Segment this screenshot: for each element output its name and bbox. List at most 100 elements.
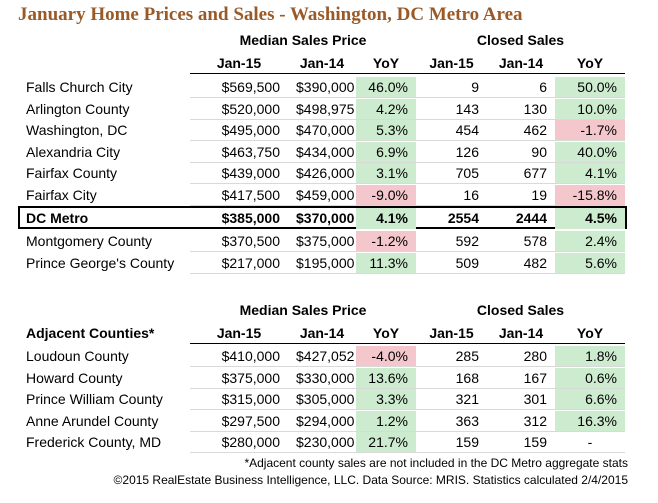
value-cell: 159 <box>487 432 555 454</box>
value-cell: 285 <box>416 346 487 367</box>
value-cell: $463,750 <box>190 142 288 163</box>
value-cell: 677 <box>487 163 555 185</box>
value-cell: 482 <box>487 253 555 274</box>
value-cell: 143 <box>416 99 487 120</box>
yoy-cell: -15.8% <box>555 185 625 206</box>
value-cell: $417,500 <box>190 185 288 206</box>
value-cell: 705 <box>416 163 487 185</box>
value-cell: $297,500 <box>190 411 288 432</box>
column-header: Jan-15 <box>190 53 288 74</box>
yoy-cell: 6.9% <box>356 141 416 163</box>
value-cell: $470,000 <box>288 120 356 142</box>
value-cell: 363 <box>416 411 487 432</box>
yoy-cell: 46.0% <box>356 77 416 98</box>
row-label: DC Metro <box>26 210 89 226</box>
yoy-cell: - <box>555 432 625 454</box>
value-cell: 578 <box>487 231 555 252</box>
value-cell: $330,000 <box>288 368 356 389</box>
column-header: YoY <box>555 323 625 344</box>
yoy-cell: 10.0% <box>555 98 625 120</box>
yoy-cell: 11.3% <box>356 253 416 274</box>
column-header: YoY <box>356 53 416 74</box>
row-label: Loudoun County <box>26 348 129 364</box>
row-label: Anne Arundel County <box>26 412 159 429</box>
yoy-cell: 2.4% <box>555 231 625 252</box>
row-label: Arlington County <box>26 100 130 117</box>
value-cell: $498,975 <box>288 99 356 120</box>
column-header: Jan-14 <box>487 323 555 344</box>
row-label: Falls Church City <box>26 79 133 95</box>
value-cell: $315,000 <box>190 389 288 411</box>
value-cell: $195,000 <box>288 253 356 274</box>
column-header: Jan-14 <box>487 53 555 74</box>
row-label: Fairfax County <box>26 165 118 182</box>
footnote: *Adjacent county sales are not included … <box>244 456 628 470</box>
value-cell: $305,000 <box>288 389 356 411</box>
value-cell: $370,500 <box>190 231 288 252</box>
value-cell: $439,000 <box>190 163 288 185</box>
group-header: Median Sales Price <box>239 32 367 48</box>
value-cell: $385,000 <box>221 210 280 226</box>
value-cell: 301 <box>487 389 555 411</box>
yoy-cell: 1.2% <box>356 410 416 432</box>
credit: ©2015 RealEstate Business Intelligence, … <box>113 473 628 487</box>
row-label: Prince William County <box>26 391 163 408</box>
value-cell: $459,000 <box>288 185 356 206</box>
group-header: Closed Sales <box>476 302 565 318</box>
column-header: YoY <box>356 323 416 344</box>
yoy-cell: 4.5% <box>555 208 625 229</box>
value-cell: $569,500 <box>190 77 288 98</box>
value-cell: $434,000 <box>288 142 356 163</box>
yoy-cell: 5.3% <box>356 120 416 142</box>
value-cell: $520,000 <box>190 99 288 120</box>
yoy-cell: -1.2% <box>356 231 416 252</box>
yoy-cell: 3.1% <box>356 163 416 185</box>
group-header: Closed Sales <box>476 32 565 48</box>
row-label: Alexandria City <box>26 143 121 160</box>
value-cell: $426,000 <box>288 163 356 185</box>
value-cell: $230,000 <box>288 432 356 454</box>
value-cell: 509 <box>416 253 487 274</box>
value-cell: 592 <box>416 231 487 252</box>
group-header: Median Sales Price <box>239 302 367 318</box>
value-cell: $410,000 <box>190 346 288 367</box>
yoy-cell: 6.6% <box>555 389 625 411</box>
yoy-cell: -9.0% <box>356 185 416 206</box>
value-cell: $217,000 <box>190 253 288 274</box>
value-cell: 2554 <box>447 210 479 226</box>
value-cell: $427,052 <box>288 346 356 367</box>
column-header: Jan-14 <box>288 53 356 74</box>
value-cell: $294,000 <box>288 411 356 432</box>
yoy-cell: 4.1% <box>555 163 625 185</box>
column-header: Jan-15 <box>416 53 487 74</box>
section-label: Adjacent Counties* <box>26 325 155 341</box>
title: January Home Prices and Sales - Washingt… <box>18 4 523 25</box>
value-cell: $375,000 <box>190 368 288 389</box>
yoy-cell: 21.7% <box>356 432 416 454</box>
yoy-cell: 40.0% <box>555 141 625 163</box>
yoy-cell: 4.2% <box>356 98 416 120</box>
value-cell: 130 <box>487 99 555 120</box>
value-cell: 16 <box>416 185 487 206</box>
row-label: Fairfax City <box>26 187 97 203</box>
value-cell: 462 <box>487 120 555 142</box>
yoy-cell: 13.6% <box>356 367 416 389</box>
value-cell: $370,000 <box>296 210 355 226</box>
value-cell: 168 <box>416 368 487 389</box>
value-cell: 167 <box>487 368 555 389</box>
value-cell: 321 <box>416 389 487 411</box>
yoy-cell: 16.3% <box>555 410 625 432</box>
column-header: Jan-14 <box>288 323 356 344</box>
value-cell: $390,000 <box>288 77 356 98</box>
value-cell: 9 <box>416 77 487 98</box>
column-header: Jan-15 <box>190 323 288 344</box>
value-cell: 126 <box>416 142 487 163</box>
value-cell: $280,000 <box>190 432 288 454</box>
value-cell: 19 <box>487 185 555 206</box>
column-header: Jan-15 <box>416 323 487 344</box>
yoy-cell: -1.7% <box>555 120 625 142</box>
yoy-cell: 5.6% <box>555 253 625 274</box>
summary-box <box>18 206 627 229</box>
yoy-cell: 4.1% <box>356 208 416 229</box>
